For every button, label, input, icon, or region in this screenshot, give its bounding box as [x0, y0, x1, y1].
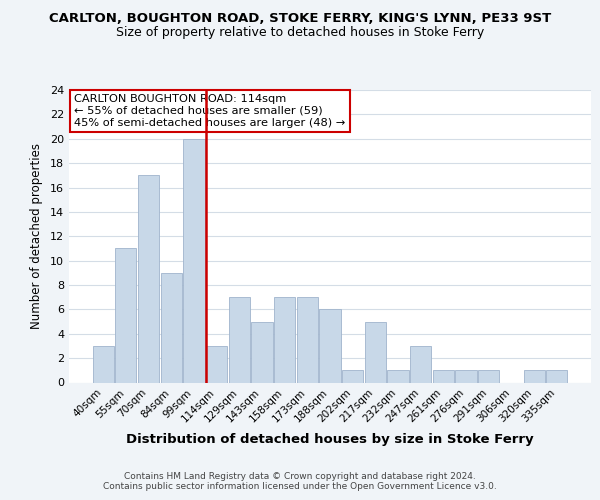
Bar — [365, 322, 386, 382]
Bar — [388, 370, 409, 382]
Y-axis label: Number of detached properties: Number of detached properties — [30, 143, 43, 329]
Text: Contains HM Land Registry data © Crown copyright and database right 2024.: Contains HM Land Registry data © Crown c… — [124, 472, 476, 481]
Bar — [274, 297, 295, 382]
Text: Size of property relative to detached houses in Stoke Ferry: Size of property relative to detached ho… — [116, 26, 484, 39]
Bar — [138, 176, 159, 382]
Bar — [206, 346, 227, 383]
Bar — [297, 297, 318, 382]
Bar — [433, 370, 454, 382]
Bar — [93, 346, 114, 383]
Bar — [455, 370, 476, 382]
X-axis label: Distribution of detached houses by size in Stoke Ferry: Distribution of detached houses by size … — [126, 432, 534, 446]
Bar — [478, 370, 499, 382]
Bar — [524, 370, 545, 382]
Bar — [319, 310, 341, 382]
Bar — [251, 322, 272, 382]
Bar — [229, 297, 250, 382]
Bar — [342, 370, 363, 382]
Bar — [546, 370, 567, 382]
Text: CARLTON, BOUGHTON ROAD, STOKE FERRY, KING'S LYNN, PE33 9ST: CARLTON, BOUGHTON ROAD, STOKE FERRY, KIN… — [49, 12, 551, 26]
Bar — [161, 273, 182, 382]
Bar — [184, 138, 205, 382]
Bar — [410, 346, 431, 383]
Text: CARLTON BOUGHTON ROAD: 114sqm
← 55% of detached houses are smaller (59)
45% of s: CARLTON BOUGHTON ROAD: 114sqm ← 55% of d… — [74, 94, 346, 128]
Bar — [115, 248, 136, 382]
Text: Contains public sector information licensed under the Open Government Licence v3: Contains public sector information licen… — [103, 482, 497, 491]
